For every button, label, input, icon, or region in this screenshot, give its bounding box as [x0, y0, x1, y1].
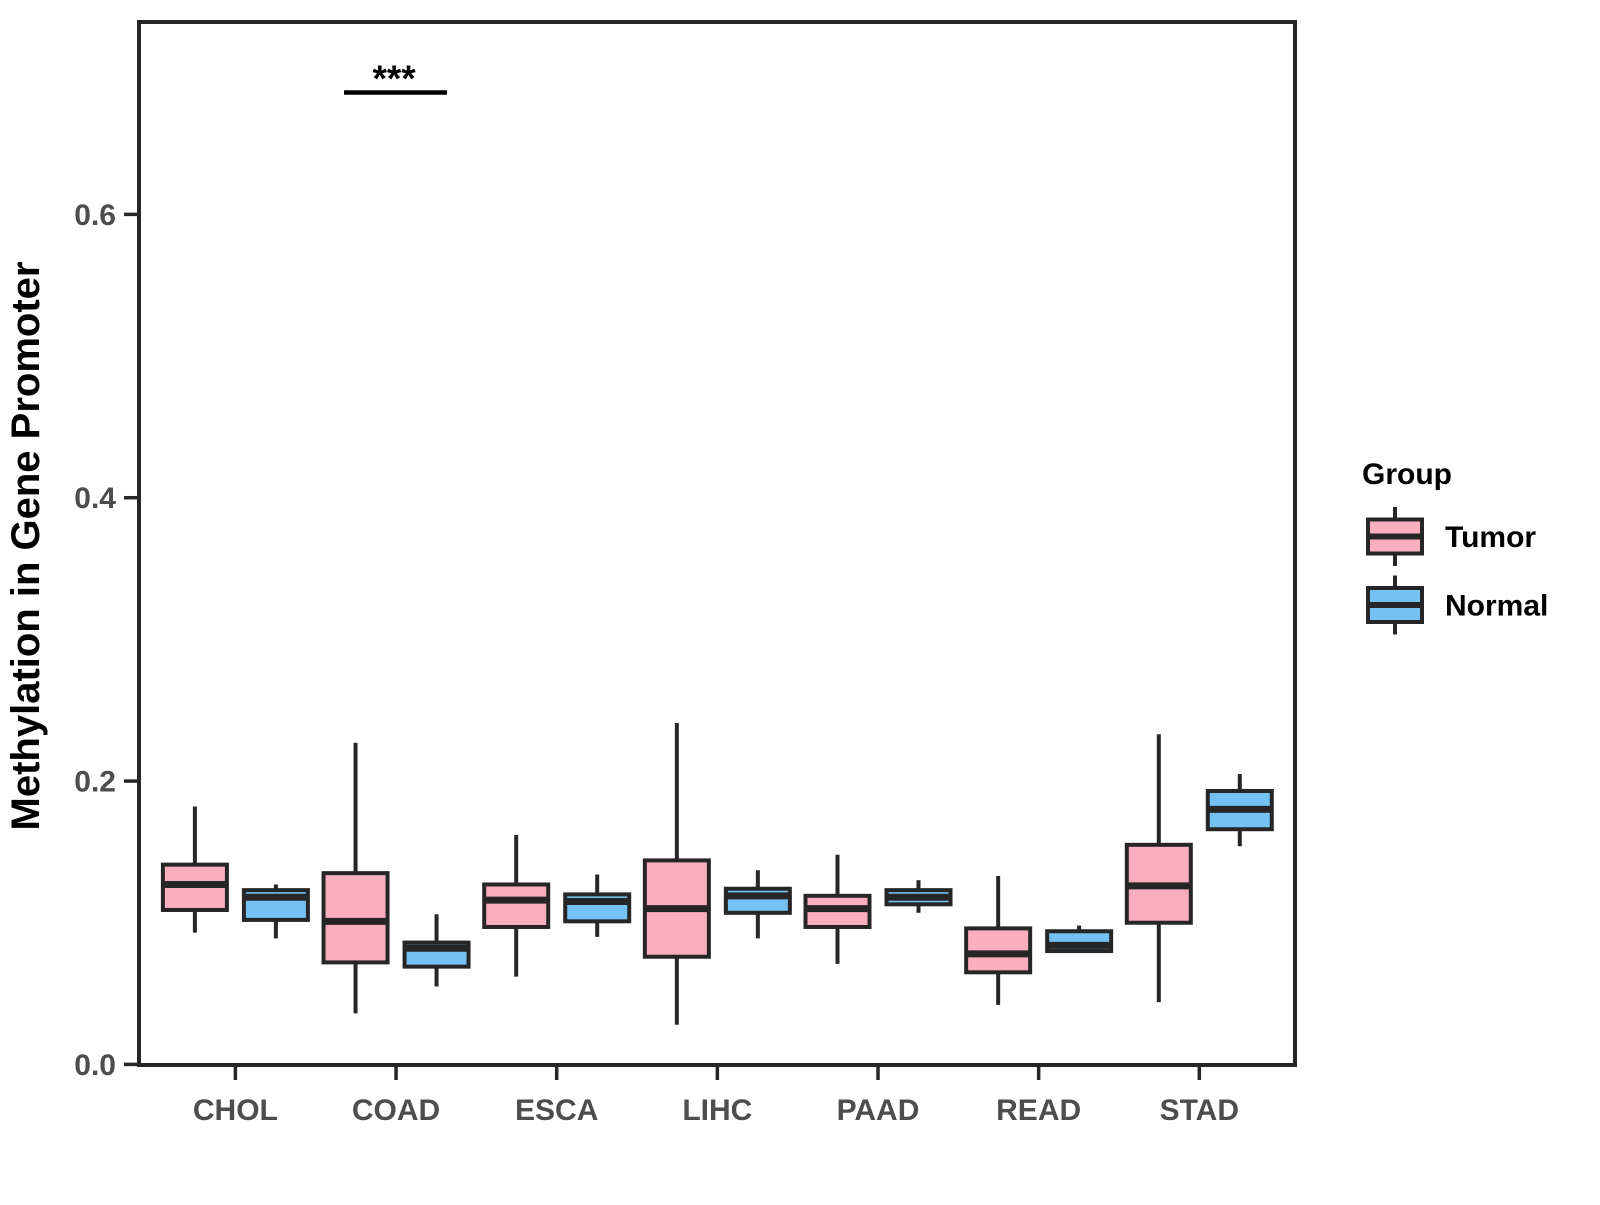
panel-border — [137, 20, 1297, 1067]
box-normal-read — [1045, 925, 1114, 954]
x-tick-label: ESCA — [515, 1094, 598, 1127]
y-tick-label: 0.0 — [74, 1049, 116, 1082]
iqr-box — [964, 926, 1033, 975]
legend: Group Tumor Normal — [1362, 458, 1548, 635]
box-tumor-read — [964, 875, 1033, 1005]
box-tumor-coad — [321, 742, 390, 1014]
significance: *** — [344, 58, 448, 99]
y-tick-label: 0.4 — [74, 482, 116, 515]
legend-entry-label: Normal — [1445, 590, 1548, 623]
x-tick-label: STAD — [1160, 1094, 1239, 1127]
box-normal-lihc — [723, 870, 792, 939]
box-tumor-esca — [482, 834, 551, 977]
box-normal-esca — [563, 874, 632, 937]
box-normal-paad — [884, 880, 953, 913]
legend-entries: Tumor Normal — [1366, 507, 1548, 635]
x-tick-label: CHOL — [193, 1094, 278, 1127]
y-axis-title: Methylation in Gene Promoter — [4, 262, 48, 831]
box-normal-coad — [402, 914, 471, 987]
x-tick-label: READ — [996, 1094, 1081, 1127]
box-normal-stad — [1205, 773, 1274, 847]
y-axis: 0.0 0.2 0.4 0.6 — [74, 199, 137, 1082]
y-tick-label: 0.2 — [74, 766, 116, 799]
iqr-box — [482, 882, 551, 929]
significance-label: *** — [372, 58, 416, 99]
box-tumor-chol — [160, 806, 229, 933]
box-tumor-stad — [1124, 734, 1193, 1003]
boxes — [160, 722, 1274, 1025]
legend-entry-tumor: Tumor — [1366, 507, 1536, 566]
x-tick-label: LIHC — [682, 1094, 752, 1127]
legend-title: Group — [1362, 458, 1452, 491]
y-tick-label: 0.6 — [74, 199, 116, 232]
legend-entry-normal: Normal — [1366, 575, 1548, 635]
legend-entry-label: Tumor — [1445, 521, 1536, 554]
box-normal-chol — [241, 884, 310, 939]
iqr-box — [321, 871, 390, 965]
box-tumor-paad — [803, 854, 872, 964]
box-tumor-lihc — [642, 722, 711, 1025]
x-axis: CHOL COAD ESCA LIHC PAAD READ STAD — [193, 1067, 1239, 1127]
x-tick-label: PAAD — [837, 1094, 920, 1127]
x-tick-label: COAD — [352, 1094, 440, 1127]
